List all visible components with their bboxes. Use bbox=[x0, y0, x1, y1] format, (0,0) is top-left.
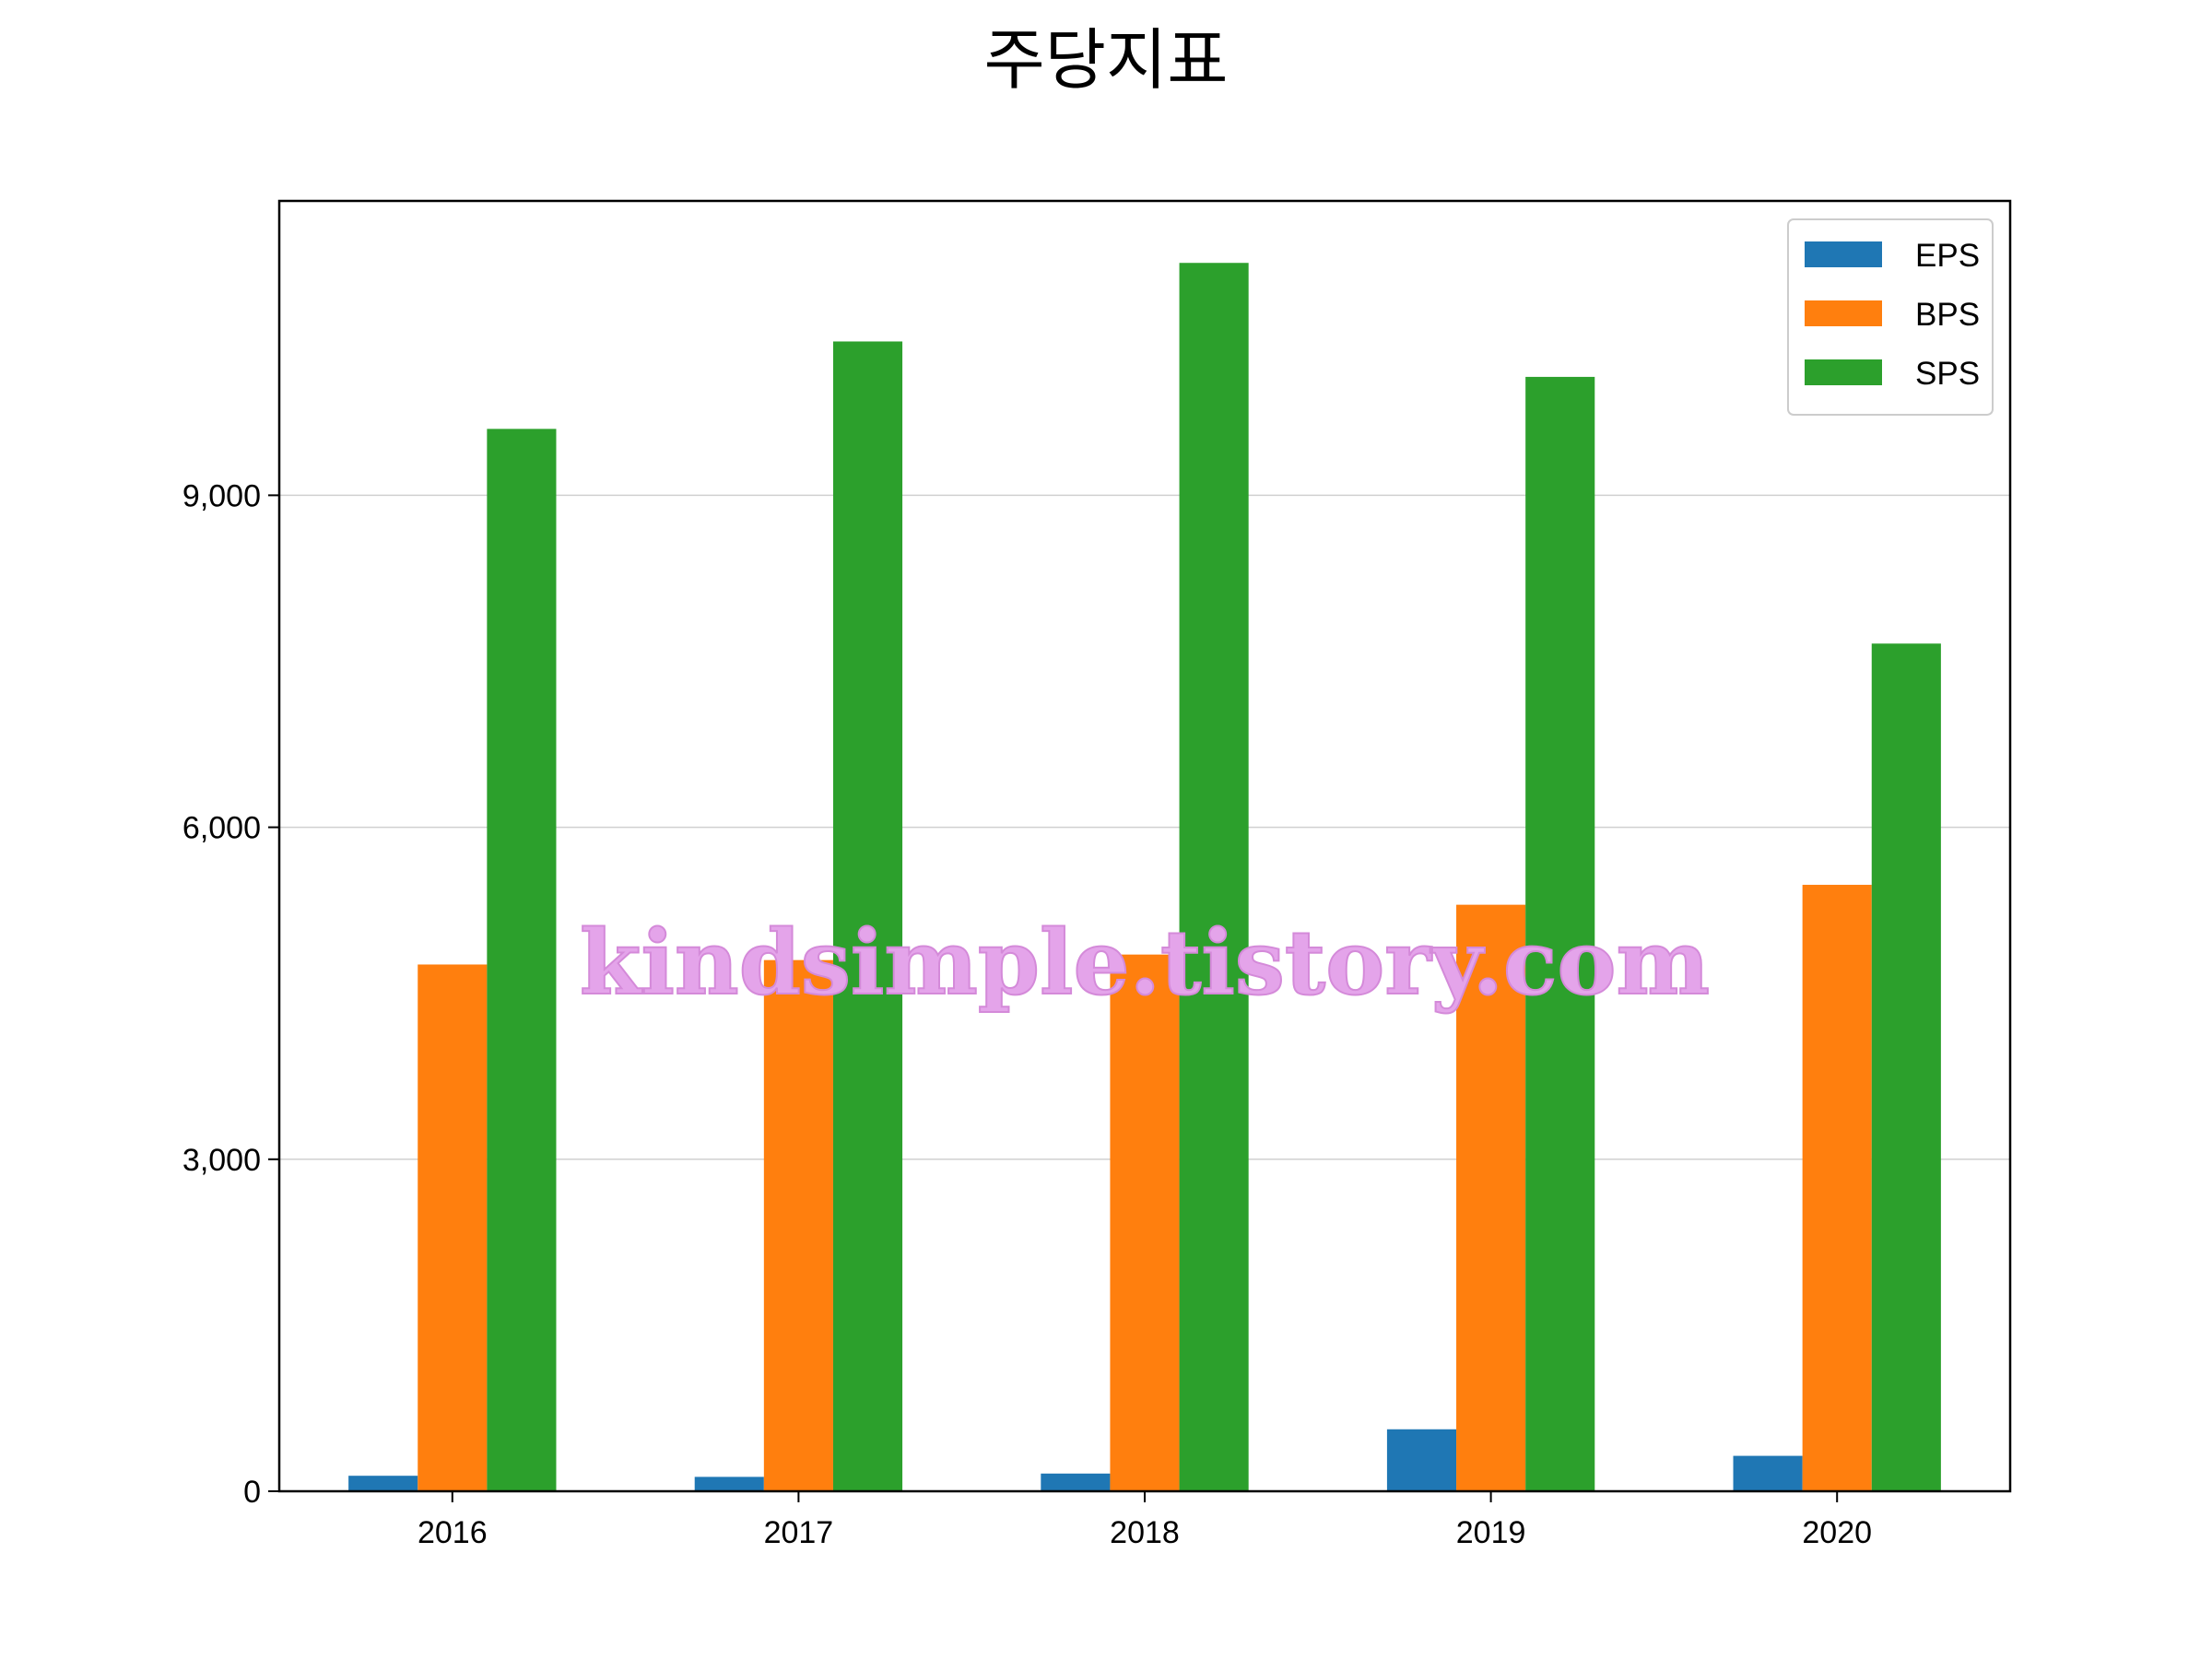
bar-bps-2020 bbox=[1802, 885, 1872, 1491]
y-tick-label: 9,000 bbox=[182, 478, 261, 513]
bar-sps-2019 bbox=[1525, 376, 1595, 1492]
bar-bps-2018 bbox=[1110, 954, 1180, 1491]
legend-swatch-eps bbox=[1805, 241, 1882, 267]
legend-label-eps: EPS bbox=[1915, 238, 1980, 274]
bar-sps-2016 bbox=[487, 429, 557, 1492]
x-tick-label: 2017 bbox=[764, 1515, 834, 1550]
watermark: kindsimple.tistory.com bbox=[580, 911, 1710, 1015]
x-tick-label: 2016 bbox=[418, 1515, 488, 1550]
y-tick-label: 3,000 bbox=[182, 1143, 261, 1178]
legend: EPS BPS SPS bbox=[1787, 218, 1994, 416]
x-tick-label: 2020 bbox=[1802, 1515, 1872, 1550]
bar-eps-2018 bbox=[1041, 1473, 1111, 1491]
legend-swatch-sps bbox=[1805, 359, 1882, 385]
chart-title: 주당지표 bbox=[984, 21, 1229, 99]
bar-bps-2019 bbox=[1456, 904, 1526, 1491]
bar-sps-2018 bbox=[1179, 263, 1249, 1492]
legend-label-sps: SPS bbox=[1915, 356, 1980, 392]
bar-eps-2017 bbox=[694, 1477, 764, 1491]
x-tick-label: 2019 bbox=[1456, 1515, 1526, 1550]
bar-eps-2019 bbox=[1386, 1429, 1457, 1491]
bar-bps-2016 bbox=[418, 964, 488, 1491]
bar-sps-2020 bbox=[1871, 643, 1941, 1491]
bar-eps-2016 bbox=[348, 1476, 418, 1491]
legend-swatch-bps bbox=[1805, 300, 1882, 326]
x-tick-label: 2018 bbox=[1110, 1515, 1180, 1550]
axis-layer: 0 3,000 6,000 9,000 2016 2017 2018 2019 2020 bbox=[182, 478, 1872, 1550]
y-tick-label: 6,000 bbox=[182, 811, 261, 846]
y-tick-label: 0 bbox=[243, 1475, 261, 1510]
legend-label-bps: BPS bbox=[1915, 297, 1980, 333]
bar-eps-2020 bbox=[1733, 1455, 1803, 1491]
bar-bps-2017 bbox=[763, 959, 833, 1491]
bar-sps-2017 bbox=[832, 341, 903, 1492]
bars-layer bbox=[348, 263, 1941, 1492]
